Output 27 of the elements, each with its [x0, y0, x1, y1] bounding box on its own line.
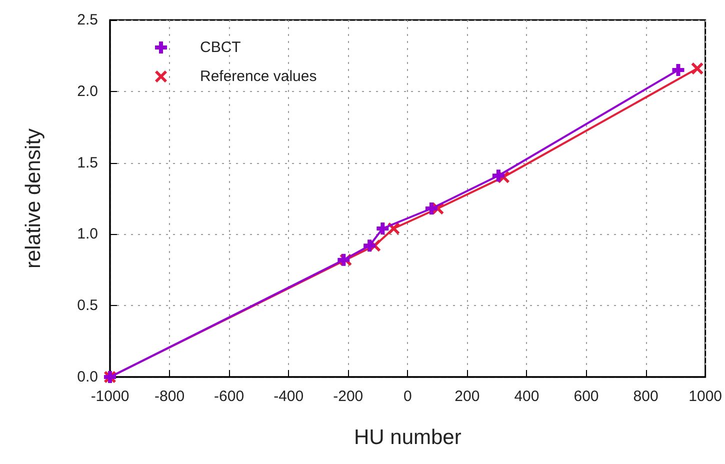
y-tick-label: 0.5	[77, 297, 98, 314]
legend-label: Reference values	[200, 68, 317, 85]
y-axis-title: relative density	[22, 128, 45, 269]
x-tick-label: -400	[274, 388, 304, 405]
x-axis-title: HU number	[354, 426, 462, 449]
x-tick-label: 1000	[688, 388, 722, 405]
x-tick-label: 400	[514, 388, 540, 405]
y-tick-label: 1.5	[77, 154, 98, 172]
point	[691, 62, 704, 75]
y-tick-label: 0.0	[77, 368, 98, 386]
point	[425, 202, 438, 214]
legend-label: CBCT	[200, 39, 241, 56]
x-tick-label: 200	[454, 388, 480, 405]
point	[364, 240, 376, 252]
x-tick-label: 0	[403, 388, 412, 405]
x-tick-label: -200	[333, 388, 364, 405]
x-tick-label: -1000	[90, 388, 130, 405]
y-tick-label: 2.0	[77, 82, 98, 100]
x-tick-label: -800	[154, 388, 185, 405]
x-tick-label: 600	[574, 388, 599, 405]
y-tick-label: 2.5	[77, 12, 98, 28]
point	[376, 222, 389, 234]
y-tick-label: 1.0	[77, 226, 98, 243]
point	[672, 64, 684, 76]
x-tick-label: -600	[214, 388, 244, 405]
point	[492, 170, 504, 182]
x-tick-label: 800	[633, 388, 658, 405]
